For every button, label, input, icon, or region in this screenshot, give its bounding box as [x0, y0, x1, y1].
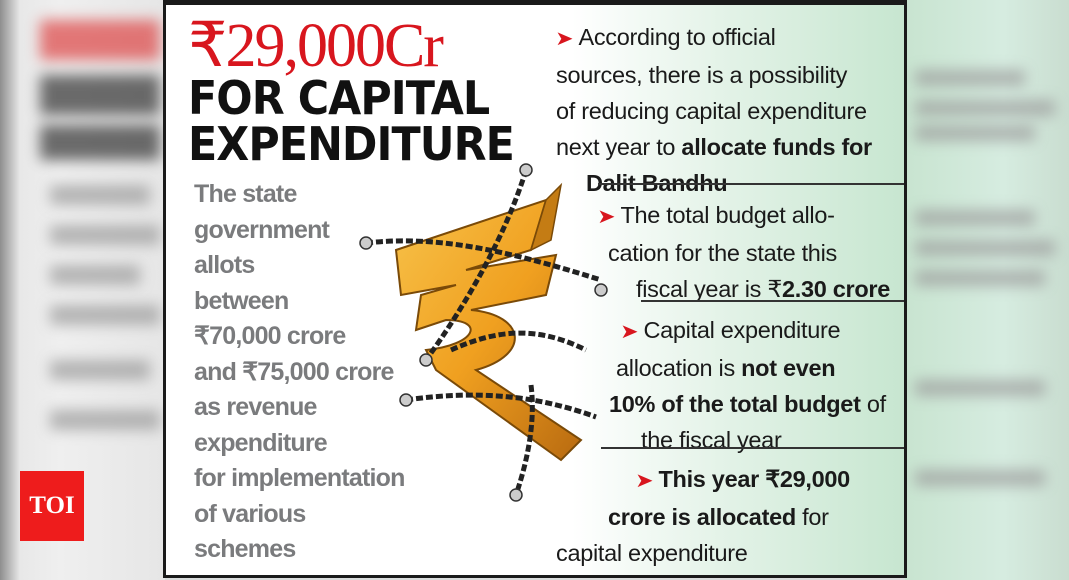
text-line: allots: [194, 251, 255, 279]
blurred-text: [915, 100, 1055, 116]
headline-amount: ₹29,000Cr: [188, 12, 444, 80]
chain: [365, 238, 602, 283]
text-line: allocation is: [616, 355, 742, 381]
blurred-text: [915, 470, 1045, 486]
blurred-text: [915, 70, 1025, 86]
text-line: as revenue: [194, 393, 317, 421]
blurred-text: [50, 185, 150, 205]
chain: [513, 384, 535, 496]
infographic-panel: ₹29,000Cr FOR CAPITAL EXPENDITURE The st…: [163, 0, 907, 578]
text-line: schemes: [194, 535, 296, 563]
nails: [359, 163, 608, 502]
point-1: ➤ According to official sources, there is…: [555, 19, 872, 201]
emphasis: This year ₹29,000: [658, 466, 850, 492]
blurred-background-right: [905, 0, 1069, 580]
red-arrow-bullet-icon: ➤: [635, 470, 654, 492]
headline-title: FOR CAPITAL EXPENDITURE: [188, 71, 515, 171]
blurred-text: [915, 380, 1045, 396]
emphasis: 2.30 crore: [781, 276, 891, 302]
revenue-expenditure-text: The state government allots between ₹70,…: [194, 177, 405, 568]
text-line: for implementation: [194, 464, 405, 492]
emphasis: 10% of the total budget: [609, 391, 861, 417]
text-line: of: [860, 391, 886, 417]
text-line: of reducing capital expenditure: [556, 98, 867, 124]
text-line: and ₹75,000 crore: [194, 357, 394, 386]
blurred-text: [40, 75, 160, 115]
toi-logo: TOI: [20, 471, 84, 541]
text-line: Capital expenditure: [643, 317, 841, 343]
red-arrow-bullet-icon: ➤: [555, 28, 574, 50]
divider: [601, 447, 904, 449]
text-line: government: [194, 215, 330, 244]
blurred-text: [50, 265, 140, 285]
point-4: ➤ This year ₹29,000 crore is allocated fo…: [556, 461, 850, 571]
blurred-text: [915, 270, 1045, 286]
blurred-text: [40, 20, 160, 60]
red-arrow-bullet-icon: ➤: [620, 321, 639, 343]
text-line: ₹70,000 crore: [194, 322, 346, 350]
blurred-text: [50, 225, 160, 245]
emphasis: crore is allocated: [608, 504, 796, 530]
emphasis: allocate funds for: [681, 134, 872, 160]
text-line: the fiscal year: [641, 427, 782, 453]
rupee-shadow: [529, 182, 563, 252]
text-line: of various: [194, 499, 306, 528]
chains: [365, 169, 602, 496]
headline-line-2: EXPENDITURE: [188, 117, 515, 171]
chain: [449, 330, 588, 353]
text-line: cation for the state this: [608, 240, 837, 266]
text-line: capital expenditure: [556, 540, 748, 566]
blurred-text: [915, 210, 1035, 226]
point-2: ➤ The total budget allo- cation for the s…: [597, 197, 891, 307]
divider: [598, 183, 904, 185]
text-line: According to official: [578, 24, 776, 50]
point-3: ➤ Capital expenditure allocation is not e…: [609, 312, 886, 458]
emphasis: not even: [741, 355, 836, 381]
chain: [423, 169, 529, 362]
divider: [641, 300, 904, 302]
blurred-text: [915, 125, 1035, 141]
blurred-text: [50, 410, 160, 430]
chained-rupee-symbol-illustration: [359, 163, 608, 502]
text-line: The total budget allo-: [620, 202, 835, 228]
blurred-text: [40, 125, 160, 160]
text-line: sources, there is a possibility: [556, 62, 848, 88]
chain: [405, 392, 597, 420]
text-line: between: [194, 286, 289, 315]
blurred-text: [915, 240, 1055, 256]
text-line: next year to: [556, 134, 682, 160]
text-line: fiscal year is ₹: [636, 276, 782, 302]
blurred-text: [50, 360, 150, 380]
text-line: The state: [194, 180, 297, 208]
rupee-symbol: [394, 198, 583, 462]
headline-line-1: FOR CAPITAL: [188, 71, 490, 125]
text-line: expenditure: [194, 428, 328, 457]
text-line: for: [795, 504, 829, 530]
blurred-text: [50, 305, 160, 325]
red-arrow-bullet-icon: ➤: [597, 206, 616, 228]
